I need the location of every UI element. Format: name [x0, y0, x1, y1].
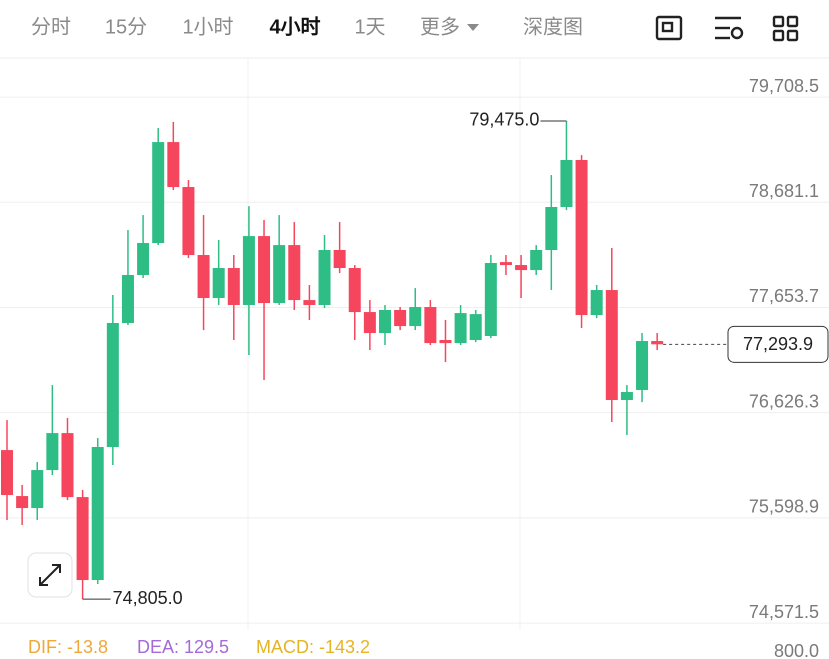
candle-body: [545, 206, 558, 250]
indicator-label: DIF: -13.8: [28, 637, 108, 657]
candle-body: [16, 496, 29, 509]
candle-body: [31, 470, 44, 509]
candle-body: [530, 249, 543, 271]
candle-body: [258, 236, 271, 304]
y-tick-label: 78,681.1: [749, 181, 819, 201]
candle-body: [515, 265, 528, 271]
candle-body: [121, 274, 134, 324]
candle-body: [484, 263, 497, 337]
icon-settings[interactable]: [715, 16, 744, 40]
candle-body: [620, 392, 633, 401]
annotation-label: 79,475.0: [469, 110, 539, 130]
candle-body: [167, 142, 180, 188]
candle-body: [424, 307, 437, 344]
y-tick-label: 77,653.7: [749, 286, 819, 306]
candle-body: [394, 310, 407, 327]
indicator-axis-label: 800.0: [774, 641, 819, 659]
toolbar: 分时 15分 1小时 4小时 1天 更多 深度图: [31, 15, 583, 38]
icon-layout[interactable]: [772, 15, 799, 42]
candle-body: [303, 300, 316, 305]
candle-body: [333, 249, 346, 269]
candle-body: [227, 268, 240, 305]
y-tick-label: 76,626.3: [749, 391, 819, 411]
annotation-label: 74,805.0: [113, 588, 183, 608]
tab[interactable]: 更多: [420, 15, 460, 38]
tab[interactable]: 1天: [354, 16, 385, 38]
candle-body: [379, 310, 391, 334]
candle-body: [182, 187, 195, 256]
candle-body: [46, 433, 59, 471]
last-price-tag: [727, 325, 829, 363]
candle-body: [439, 340, 452, 344]
candle-body: [636, 341, 649, 390]
plot: 79,708.5 78,681.1 77,653.7 76,626.3 75,598.9…: [0, 58, 829, 659]
indicator-label: DEA: 129.5: [137, 637, 229, 657]
candle-body: [318, 249, 331, 305]
candle-body: [348, 268, 361, 313]
candle-body: [499, 262, 512, 266]
tab[interactable]: 深度图: [523, 15, 583, 38]
candle-body: [590, 290, 603, 316]
candle-body: [137, 243, 150, 275]
tab[interactable]: 15分: [105, 15, 147, 38]
candle-body: [288, 245, 301, 301]
candle-body: [106, 323, 119, 448]
candle-body: [76, 497, 89, 581]
tab[interactable]: 4小时: [269, 15, 320, 38]
y-tick-label: 75,598.9: [749, 497, 819, 517]
expand-button[interactable]: [27, 552, 73, 598]
candle-body: [273, 245, 286, 304]
candle-body: [575, 159, 588, 316]
candle-body: [242, 236, 255, 305]
tab[interactable]: 1小时: [182, 15, 233, 38]
candle-body: [91, 447, 104, 581]
candle-body: [1, 450, 13, 496]
tab[interactable]: 分时: [31, 15, 71, 38]
candle-body: [605, 290, 618, 401]
candle-body: [61, 433, 74, 498]
y-tick-label: 74,571.5: [749, 602, 819, 622]
candle-body: [560, 159, 573, 207]
candle-body: [197, 255, 210, 299]
candle-body: [152, 142, 165, 244]
last-price-label: 77,293.9: [743, 334, 813, 354]
icon-fullscreen-chart[interactable]: [655, 15, 683, 41]
candle-body: [363, 312, 376, 334]
dropdown-arrow: [467, 24, 479, 31]
candle-body: [469, 314, 482, 341]
candle-body: [651, 341, 664, 345]
candle-body: [212, 268, 225, 299]
indicator-label: MACD: -143.2: [256, 637, 370, 657]
y-tick-label: 79,708.5: [749, 76, 819, 96]
candle-body: [454, 313, 467, 344]
candle-body: [409, 307, 422, 327]
